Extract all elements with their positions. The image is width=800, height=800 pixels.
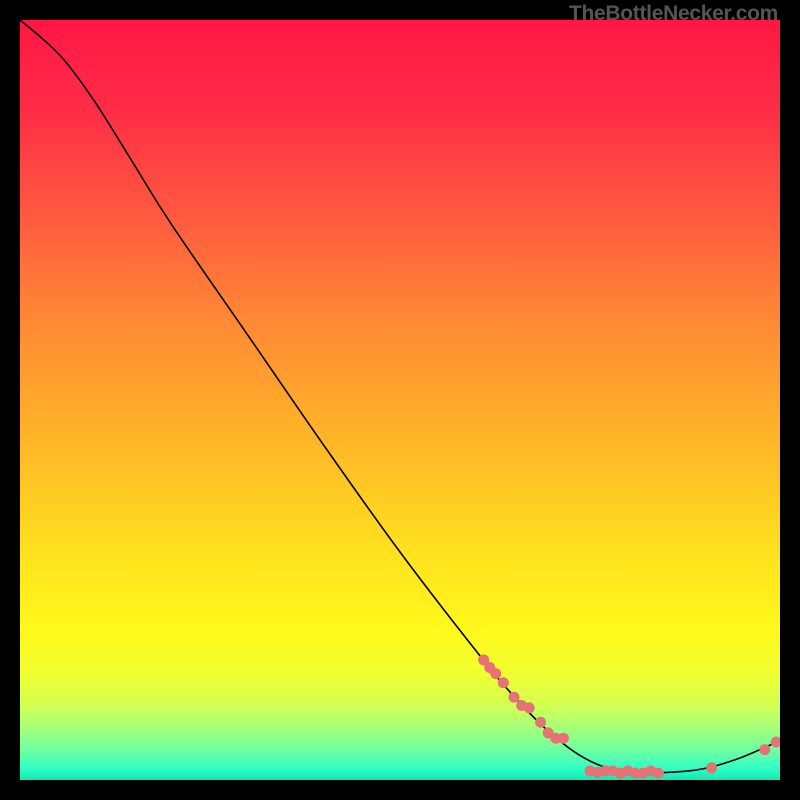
data-marker — [653, 768, 664, 779]
data-marker — [759, 744, 770, 755]
data-marker — [706, 762, 717, 773]
data-marker — [490, 668, 501, 679]
chart-background — [20, 20, 780, 780]
data-marker — [535, 717, 546, 728]
plot-area — [20, 20, 780, 780]
chart-svg — [20, 20, 780, 780]
data-marker — [509, 692, 520, 703]
data-marker — [524, 702, 535, 713]
chart-container: TheBottleNecker.com — [0, 0, 800, 800]
data-marker — [498, 677, 509, 688]
data-marker — [558, 733, 569, 744]
